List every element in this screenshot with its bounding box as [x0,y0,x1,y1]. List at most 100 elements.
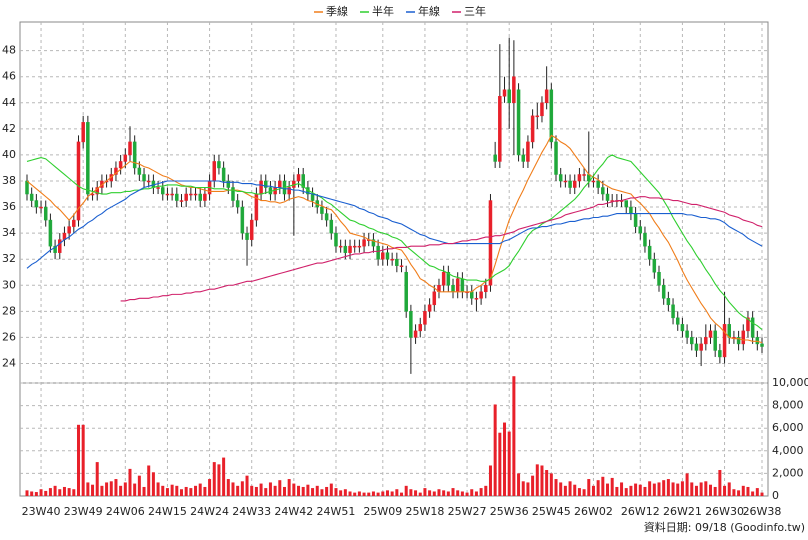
volume-bar [662,480,666,496]
volume-bar [652,483,656,496]
candle-body [713,330,717,351]
volume-bar [273,485,277,496]
volume-bar [315,485,319,496]
y-tick-label: 32 [2,252,16,265]
volume-bar [685,473,689,496]
volume-bar [362,492,366,496]
volume-bar [30,491,34,496]
volume-bar [203,486,207,496]
candle-body [568,180,572,188]
volume-bar [390,491,394,496]
volume-bar [676,483,680,496]
x-tick-label: 26W02 [574,505,613,518]
candle-body [404,271,408,312]
volume-bar [737,490,741,496]
candle-body [212,161,217,182]
volume-bar [226,479,230,496]
volume-bar [741,485,745,496]
volume-bar [470,489,474,496]
candle-body [29,193,34,201]
volume-bar [194,485,198,496]
candle-body [118,161,123,169]
candle-body [671,304,675,319]
volume-bar [488,465,492,496]
candle-body [694,343,699,351]
candle-body [128,141,132,156]
volume-bar [268,482,272,496]
y-tick-label: 28 [2,304,16,317]
volume-bar [353,492,357,496]
candle-body [601,187,605,195]
candle-body [657,271,661,286]
volume-bar [334,488,338,496]
candle-body [310,193,315,201]
volume-bar [161,485,165,496]
candle-body [493,154,497,162]
volume-bar [432,491,436,496]
candle-body [58,239,62,253]
volume-bar [34,492,38,496]
legend-label: 季線 [326,4,348,18]
volume-bar [189,488,193,496]
candle-body [81,122,85,143]
candle-body [39,206,43,209]
y2-tick-label: 8,000 [772,399,804,412]
x-tick-label: 24W33 [232,505,271,518]
candle-body [198,193,202,201]
ma-line [26,154,763,330]
candle-body [488,200,493,286]
candle-body [72,219,76,227]
candle-body [175,193,179,201]
candle-body [357,245,362,248]
candle-body [502,89,507,97]
volume-bar [503,422,507,496]
volume-bar [442,490,446,496]
candle-body [161,187,165,195]
volume-bar [760,492,764,496]
volume-bar [535,464,539,496]
volume-bar [591,485,595,496]
x-tick-label: 25W36 [490,505,529,518]
candle-body [123,154,128,162]
volume-bar [540,465,544,496]
volume-bar [156,482,160,496]
candle-body [675,317,680,325]
candle-body [423,311,427,325]
x-tick-label: 24W42 [274,505,313,518]
volume-bar [95,462,99,496]
volume-bar [282,486,286,496]
volume-bar [624,488,628,496]
volume-bar [709,484,713,496]
y2-tick-label: 0 [772,489,779,502]
volume-bar [119,485,123,496]
volume-bar [694,485,698,496]
candle-body [685,330,689,338]
volume-bar [657,482,661,496]
candle-body [746,317,750,332]
volume-bar [582,489,586,496]
volume-bar [123,482,127,496]
candle-body [427,304,432,312]
candle-body [221,167,226,182]
candle-body [34,200,39,208]
volume-bar [517,473,521,496]
volume-bar [357,491,361,496]
volume-bar [418,492,422,496]
candle-body [577,174,582,182]
candle-body [362,239,366,247]
candle-body [741,330,746,345]
candle-body [142,174,146,182]
candle-body [441,271,446,286]
candle-body [399,265,404,267]
y2-tick-label: 6,000 [772,421,804,434]
candle-body [390,258,394,261]
candle-body [226,180,231,188]
volume-bar [690,482,694,496]
ma-line [26,180,763,269]
candle-body [638,226,643,234]
volume-bar [86,482,90,496]
y-tick-label: 46 [2,70,16,83]
volume-bar [638,484,642,496]
candle-body [479,291,483,299]
